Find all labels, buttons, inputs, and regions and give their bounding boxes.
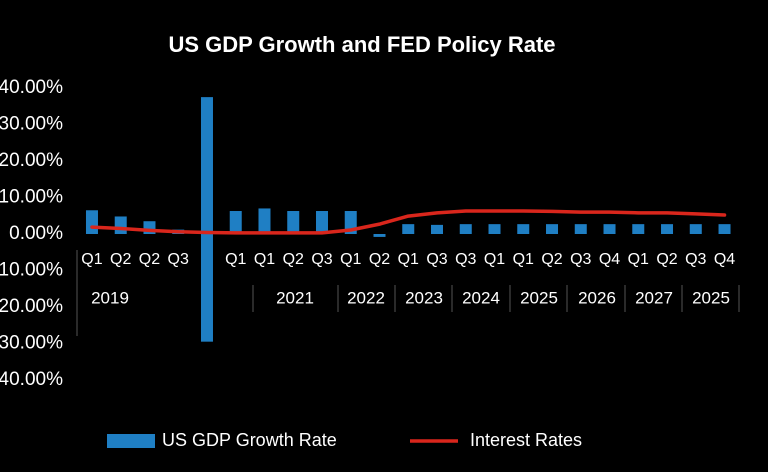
year-label: 2023: [405, 288, 443, 307]
year-label: 2022: [347, 288, 385, 307]
bar: [574, 224, 587, 234]
x-tick-label: Q1: [398, 251, 419, 268]
year-label: 2024: [462, 288, 500, 307]
y-tick-label: 0.00%: [9, 223, 63, 244]
chart-title: US GDP Growth and FED Policy Rate: [168, 32, 555, 57]
bar: [315, 211, 328, 234]
x-tick-label: Q2: [369, 251, 390, 268]
x-tick-label: Q2: [283, 251, 304, 268]
legend-label: US GDP Growth Rate: [162, 430, 337, 450]
x-tick-label: Q1: [484, 251, 505, 268]
x-tick-label: Q3: [311, 251, 332, 268]
x-tick-label: Q2: [656, 251, 677, 268]
y-tick-label: -20.00%: [0, 296, 63, 317]
y-tick-label: -10.00%: [0, 260, 63, 281]
x-tick-label: Q3: [685, 251, 706, 268]
y-tick-label: 20.00%: [0, 150, 63, 171]
bar: [200, 97, 213, 342]
bar: [488, 224, 501, 234]
y-tick-label: 30.00%: [0, 114, 63, 135]
legend-swatch: [107, 434, 155, 448]
year-label: 2026: [578, 288, 616, 307]
bar: [258, 208, 271, 234]
bar: [546, 224, 559, 234]
year-label: 2019: [91, 288, 129, 307]
year-label: 2021: [276, 288, 314, 307]
x-tick-label: Q2: [139, 251, 160, 268]
x-tick-label: Q1: [628, 251, 649, 268]
line: [90, 209, 727, 235]
bar: [661, 224, 674, 234]
y-tick-label: 10.00%: [0, 187, 63, 208]
x-tick-label: Q2: [541, 251, 562, 268]
bar: [632, 224, 645, 234]
x-tick-label: Q1: [254, 251, 275, 268]
legend-label: Interest Rates: [470, 430, 582, 450]
bar: [229, 211, 242, 234]
bar: [718, 224, 731, 234]
bar: [114, 216, 127, 234]
x-tick-label: Q1: [340, 251, 361, 268]
x-tick-label: Q4: [714, 251, 735, 268]
x-tick-label: Q3: [426, 251, 447, 268]
bar: [459, 224, 472, 234]
bar: [431, 224, 444, 234]
x-tick-label: Q1: [225, 251, 246, 268]
y-tick-label: 40.00%: [0, 77, 63, 98]
y-tick-label: -30.00%: [0, 333, 63, 354]
bar: [287, 211, 300, 234]
bar: [85, 210, 98, 234]
bar: [373, 234, 386, 237]
year-label: 2025: [520, 288, 558, 307]
x-tick-label: Q4: [599, 251, 620, 268]
x-tick-label: Q1: [513, 251, 534, 268]
x-tick-label: Q3: [570, 251, 591, 268]
x-tick-label: Q3: [455, 251, 476, 268]
bar: [517, 224, 530, 234]
bar: [689, 224, 702, 234]
bar: [402, 224, 415, 234]
bar: [603, 224, 616, 234]
y-tick-label: -40.00%: [0, 369, 63, 390]
year-label: 2025: [692, 288, 730, 307]
year-row: 2019 2021 2022 2023 2024 2025 2026 2027 …: [76, 250, 740, 336]
x-tick-label: Q3: [168, 251, 189, 268]
x-tick-label: Q2: [110, 251, 131, 268]
x-tick-label: Q1: [81, 251, 102, 268]
year-label: 2027: [635, 288, 673, 307]
